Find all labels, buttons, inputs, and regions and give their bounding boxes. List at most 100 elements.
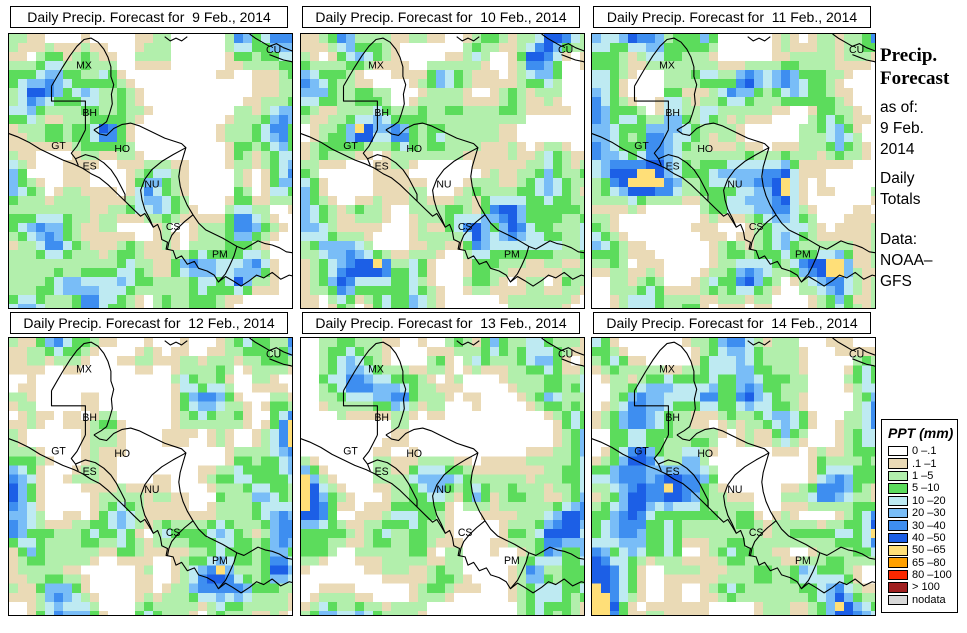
panel-title-3: Daily Precip. Forecast for 11 Feb., 2014 [593, 6, 871, 28]
coastline [832, 338, 875, 356]
country-label-ho: HO [406, 143, 422, 155]
country-label-es: ES [83, 161, 97, 173]
country-label-pm: PM [795, 248, 811, 260]
panel-title-text: Daily Precip. Forecast for 11 Feb., 2014 [606, 9, 858, 25]
coastline [541, 34, 584, 52]
country-label-cs: CS [458, 527, 473, 539]
sidebar-heading-line2: Forecast [880, 68, 950, 89]
coastline [458, 520, 486, 556]
coastline [385, 427, 584, 560]
legend-swatch [888, 507, 908, 519]
coastline [343, 341, 407, 436]
forecast-map-6: CU MX BH GT HO ES NU CS PM [591, 337, 876, 616]
coastline [269, 358, 292, 367]
map-canvas: CU MX BH GT HO ES NU CS PM [301, 338, 584, 615]
data-source-block: Data: NOAA– GFS [880, 229, 933, 292]
legend-label: nodata [912, 593, 946, 606]
forecast-panel-3: Daily Precip. Forecast for 11 Feb., 2014… [591, 6, 877, 311]
legend-row: 80 –100 [888, 569, 957, 581]
forecast-panel-6: Daily Precip. Forecast for 14 Feb., 2014… [591, 312, 877, 618]
legend-box: PPT (mm) 0 –.1.1 –1 1 –5 5 –10 10 –20 20 –30… [881, 419, 958, 613]
country-label-pm: PM [795, 555, 811, 567]
country-label-bh: BH [82, 107, 97, 119]
legend-label: 30 –40 [912, 519, 946, 532]
country-label-nu: NU [436, 178, 451, 190]
precip-grid [301, 34, 584, 308]
coastline [50, 86, 86, 130]
country-label-cs: CS [166, 527, 181, 539]
legend-label: 5 –10 [912, 482, 940, 495]
coastline [634, 341, 698, 436]
panel-title-text: Daily Precip. Forecast for 9 Feb., 2014 [27, 9, 271, 25]
coastline [852, 54, 875, 63]
country-label-gt: GT [634, 140, 649, 152]
coastline [509, 552, 530, 590]
coastline [676, 427, 875, 560]
coastline [747, 340, 771, 346]
forecast-map-3: CU MX BH GT HO ES NU CS PM [591, 33, 876, 309]
coastline [800, 552, 821, 590]
precip-grid [9, 34, 292, 308]
country-label-mx: MX [659, 59, 675, 71]
country-label-mx: MX [659, 364, 675, 376]
coastline [51, 37, 115, 131]
coastline [658, 154, 709, 202]
panel-title-1: Daily Precip. Forecast for 9 Feb., 2014 [10, 6, 288, 28]
legend-swatch [888, 532, 908, 544]
legend-row: .1 –1 [888, 457, 957, 470]
totals-block: Daily Totals [880, 168, 921, 210]
coastline [164, 36, 188, 42]
coastline [633, 86, 669, 130]
coastline [362, 129, 378, 166]
coastline [385, 122, 584, 254]
coastline [9, 438, 292, 594]
forecast-map-5: CU MX BH GT HO ES NU CS PM [300, 337, 585, 616]
country-label-bh: BH [665, 412, 680, 424]
legend-label: 50 –65 [912, 544, 946, 557]
map-canvas: CU MX BH GT HO ES NU CS PM [9, 338, 292, 615]
legend-swatch [888, 569, 908, 581]
coastline [458, 214, 486, 250]
coastline [456, 36, 480, 42]
legend-row: 30 –40 [888, 519, 957, 532]
country-label-gt: GT [343, 140, 358, 152]
coastline [164, 340, 188, 346]
coastline [634, 37, 698, 131]
legend-row: 5 –10 [888, 482, 957, 494]
data-source-line2: GFS [880, 273, 912, 290]
coastline [432, 147, 479, 228]
coastline [9, 133, 292, 287]
country-label-ho: HO [114, 448, 130, 460]
country-label-bh: BH [374, 412, 389, 424]
as-of-block: as of: 9 Feb. 2014 [880, 97, 924, 160]
country-label-cs: CS [166, 221, 181, 233]
coastline [343, 37, 407, 131]
country-label-mx: MX [76, 364, 92, 376]
legend-row: 40 –50 [888, 532, 957, 544]
coastline [301, 438, 584, 594]
country-label-bh: BH [82, 412, 97, 424]
panel-title-text: Daily Precip. Forecast for 13 Feb., 2014 [315, 315, 567, 331]
legend-label: 0 –.1 [912, 445, 937, 458]
legend-label: 40 –50 [912, 531, 946, 544]
legend-label: .1 –1 [912, 457, 937, 470]
country-label-bh: BH [374, 107, 389, 119]
legend-label: 80 –100 [912, 569, 952, 582]
legend-row: 10 –20 [888, 495, 957, 507]
country-label-es: ES [83, 466, 97, 478]
country-label-ho: HO [697, 448, 713, 460]
coastline [432, 452, 479, 534]
coastline [249, 34, 292, 52]
coastline [51, 341, 115, 436]
country-label-cu: CU [266, 44, 281, 56]
coastline [561, 54, 584, 63]
legend-row: > 100 [888, 581, 957, 593]
country-label-mx: MX [368, 364, 384, 376]
country-label-nu: NU [727, 178, 742, 190]
legend-row: nodata [888, 594, 957, 606]
coastline [367, 459, 418, 507]
panel-title-2: Daily Precip. Forecast for 10 Feb., 2014 [302, 6, 580, 28]
country-label-gt: GT [51, 445, 66, 457]
country-label-ho: HO [114, 143, 130, 155]
